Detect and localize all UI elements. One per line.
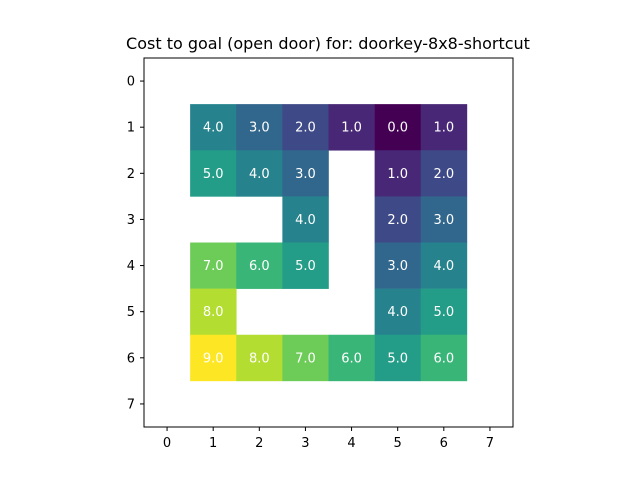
heatmap-cell: [190, 150, 237, 197]
heatmap-cell: [282, 334, 329, 382]
heatmap-cell: [328, 334, 375, 382]
cell-value-label: 6.0: [249, 259, 270, 274]
cell-value-label: 9.0: [203, 351, 224, 366]
cell-value-label: 5.0: [433, 305, 454, 320]
heatmap-cell: [420, 288, 468, 336]
x-tick-label: 0: [163, 436, 171, 451]
heatmap-cell: [190, 334, 237, 382]
cell-value-label: 4.0: [295, 213, 316, 228]
cell-value-label: 6.0: [341, 351, 362, 366]
x-tick-label: 3: [301, 436, 309, 451]
heatmap-cell: [236, 150, 283, 197]
heatmap-cell: [420, 150, 468, 197]
cell-value-label: 4.0: [249, 167, 270, 182]
heatmap-cell: [190, 288, 237, 336]
cell-value-label: 7.0: [295, 351, 316, 366]
cell-value-label: 3.0: [433, 213, 454, 228]
x-tick-label: 5: [394, 436, 402, 451]
heatmap-cell: [282, 242, 329, 289]
cell-value-label: 5.0: [387, 351, 408, 366]
heatmap-cell: [420, 334, 468, 382]
cell-value-label: 3.0: [295, 167, 316, 182]
heatmap-cell: [374, 104, 422, 151]
y-tick-label: 1: [127, 121, 135, 136]
heatmap-cell: [190, 104, 237, 151]
heatmap-cell: [236, 242, 283, 289]
cell-value-label: 4.0: [433, 259, 454, 274]
x-axis-ticks: 0 1 2 3 4 5 6 7: [163, 427, 494, 451]
x-tick-label: 6: [440, 436, 448, 451]
y-tick-label: 2: [127, 167, 135, 182]
cell-value-label: 1.0: [341, 121, 362, 136]
cell-value-label: 1.0: [387, 167, 408, 182]
cell-value-label: 1.0: [433, 121, 454, 136]
heatmap-cell: [236, 104, 283, 151]
heatmap-cell: [190, 242, 237, 289]
x-tick-label: 1: [209, 436, 217, 451]
cell-value-label: 4.0: [387, 305, 408, 320]
heatmap-cell: [236, 334, 283, 382]
heatmap-cell: [374, 196, 422, 243]
heatmap-cell: [420, 196, 468, 243]
cell-value-label: 8.0: [249, 351, 270, 366]
cell-value-label: 2.0: [433, 167, 454, 182]
cell-value-label: 8.0: [203, 305, 224, 320]
cell-value-label: 5.0: [203, 167, 224, 182]
plot-frame: [143, 57, 514, 428]
cell-value-label: 0.0: [387, 121, 408, 136]
chart-title: Cost to goal (open door) for: doorkey-8x…: [126, 34, 530, 53]
cell-value-label: 4.0: [203, 121, 224, 136]
y-tick-label: 7: [127, 397, 135, 412]
cell-value-label: 2.0: [387, 213, 408, 228]
heatmap-cell: [374, 334, 422, 382]
heatmap-cell: [282, 150, 329, 197]
heatmap-cells: [190, 104, 468, 382]
cell-value-label: 2.0: [295, 121, 316, 136]
y-tick-label: 3: [127, 213, 135, 228]
cell-value-label: 3.0: [249, 121, 270, 136]
y-tick-label: 6: [127, 351, 135, 366]
cell-value-label: 3.0: [387, 259, 408, 274]
heatmap-cell: [420, 104, 468, 151]
x-tick-label: 4: [347, 436, 355, 451]
x-tick-label: 7: [486, 436, 494, 451]
cell-value-labels: 4.0 3.0 2.0 1.0 0.0 1.0 5.0 4.0 3.0 1.0 2.0 4.0 2.0 3…: [203, 121, 454, 367]
heatmap-cell: [374, 242, 422, 289]
heatmap-cell: [374, 288, 422, 336]
y-axis-ticks: 0 1 2 3 4 5 6 7: [127, 75, 144, 412]
y-tick-label: 5: [127, 305, 135, 320]
y-tick-label: 0: [127, 75, 135, 90]
heatmap-cell: [282, 196, 329, 243]
heatmap-cell: [420, 242, 468, 289]
cell-value-label: 5.0: [295, 259, 316, 274]
heatmap-cell: [374, 150, 422, 197]
heatmap-cell: [282, 104, 329, 151]
cell-value-label: 6.0: [433, 351, 454, 366]
heatmap-cell: [328, 104, 375, 151]
cell-value-label: 7.0: [203, 259, 224, 274]
x-tick-label: 2: [255, 436, 263, 451]
y-tick-label: 4: [127, 259, 135, 274]
